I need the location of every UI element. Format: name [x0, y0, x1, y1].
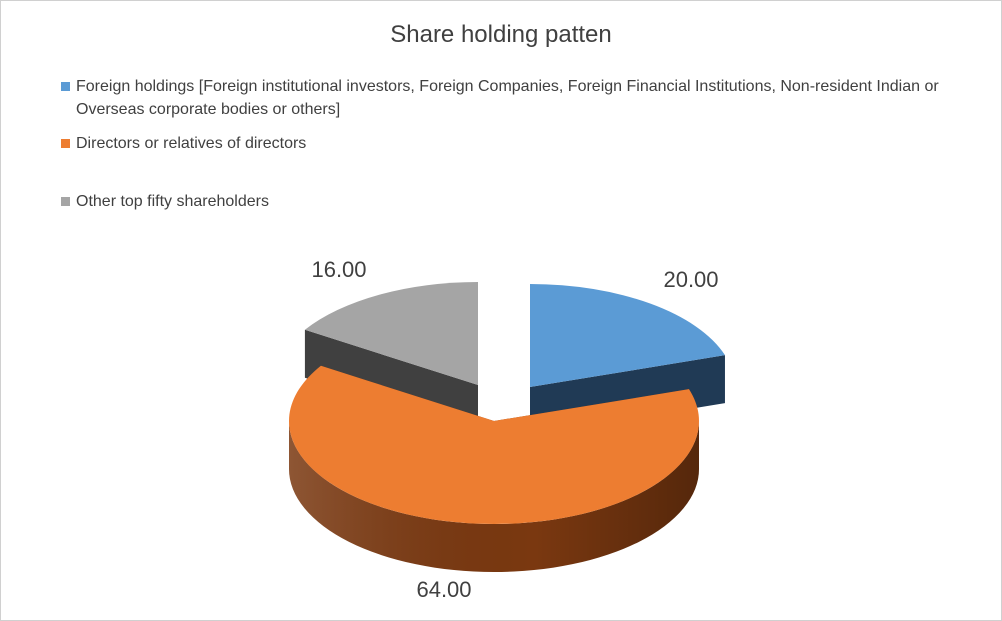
pie-tops — [289, 282, 725, 524]
pie-rim-shade-directors — [289, 421, 699, 572]
data-label-foreign-holdings: 20.00 — [663, 267, 718, 292]
legend-swatch-other-top-fifty — [61, 197, 70, 206]
legend-label-foreign-holdings: Foreign holdings [Foreign institutional … — [76, 78, 939, 118]
pie-labels: 20.00 64.00 16.00 — [311, 257, 718, 602]
legend-swatch-directors — [61, 139, 70, 148]
data-label-directors: 64.00 — [416, 577, 471, 602]
legend-label-directors: Directors or relatives of directors — [76, 135, 307, 152]
pie-slice-directors — [289, 365, 699, 524]
pie-slice-other-top-fifty — [304, 282, 478, 385]
legend-swatch-foreign-holdings — [61, 82, 70, 91]
data-label-other-top-fifty: 16.00 — [311, 257, 366, 282]
chart-title: Share holding patten — [390, 21, 612, 48]
legend-label-other-top-fifty: Other top fifty shareholders — [76, 193, 269, 210]
pie-slice-foreign-holdings — [530, 284, 725, 387]
